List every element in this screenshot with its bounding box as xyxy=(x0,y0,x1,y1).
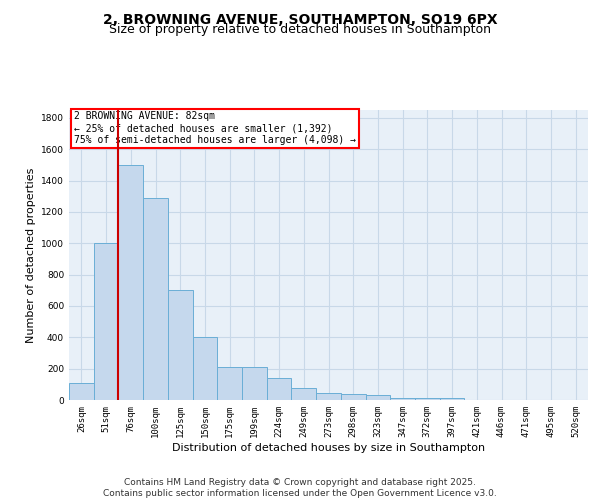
Bar xyxy=(242,367,267,400)
Bar xyxy=(316,393,341,400)
Bar xyxy=(217,367,242,400)
Text: Contains HM Land Registry data © Crown copyright and database right 2025.
Contai: Contains HM Land Registry data © Crown c… xyxy=(103,478,497,498)
Bar xyxy=(69,383,94,400)
Bar xyxy=(390,398,415,400)
X-axis label: Distribution of detached houses by size in Southampton: Distribution of detached houses by size … xyxy=(172,442,485,452)
Bar xyxy=(94,243,118,400)
Text: Size of property relative to detached houses in Southampton: Size of property relative to detached ho… xyxy=(109,22,491,36)
Bar xyxy=(193,338,217,400)
Y-axis label: Number of detached properties: Number of detached properties xyxy=(26,168,35,342)
Bar xyxy=(168,290,193,400)
Text: 2 BROWNING AVENUE: 82sqm
← 25% of detached houses are smaller (1,392)
75% of sem: 2 BROWNING AVENUE: 82sqm ← 25% of detach… xyxy=(74,112,356,144)
Bar xyxy=(341,394,365,400)
Bar xyxy=(365,396,390,400)
Bar xyxy=(267,378,292,400)
Bar xyxy=(292,388,316,400)
Text: 2, BROWNING AVENUE, SOUTHAMPTON, SO19 6PX: 2, BROWNING AVENUE, SOUTHAMPTON, SO19 6P… xyxy=(103,12,497,26)
Bar xyxy=(118,165,143,400)
Bar xyxy=(415,398,440,400)
Bar xyxy=(143,198,168,400)
Bar xyxy=(440,398,464,400)
